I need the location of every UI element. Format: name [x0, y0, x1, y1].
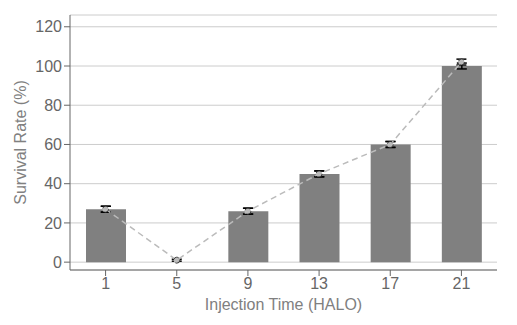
svg-text:Injection Time (HALO): Injection Time (HALO)	[205, 296, 362, 313]
svg-text:20: 20	[44, 215, 62, 232]
svg-text:21: 21	[453, 275, 471, 292]
svg-text:9: 9	[243, 275, 252, 292]
svg-text:60: 60	[44, 136, 62, 153]
svg-text:80: 80	[44, 97, 62, 114]
svg-text:13: 13	[310, 275, 328, 292]
svg-text:17: 17	[381, 275, 399, 292]
svg-text:5: 5	[172, 275, 181, 292]
svg-text:0: 0	[53, 254, 62, 271]
svg-text:Survival Rate (%): Survival Rate (%)	[12, 80, 29, 204]
svg-text:120: 120	[35, 18, 62, 35]
svg-text:100: 100	[35, 58, 62, 75]
svg-text:40: 40	[44, 175, 62, 192]
svg-text:1: 1	[101, 275, 110, 292]
